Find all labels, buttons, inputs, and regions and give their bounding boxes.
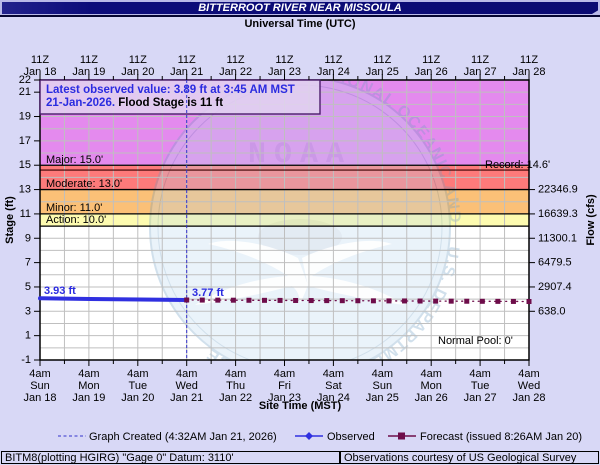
svg-text:16639.3: 16639.3 — [538, 208, 578, 220]
svg-text:11300.1: 11300.1 — [538, 232, 577, 244]
svg-text:3: 3 — [25, 305, 31, 317]
svg-text:4am: 4am — [29, 368, 50, 380]
svg-text:4am: 4am — [420, 368, 441, 380]
svg-text:4am: 4am — [78, 368, 99, 380]
svg-text:Jan 24: Jan 24 — [317, 66, 350, 78]
svg-text:Action: 10.0': Action: 10.0' — [46, 214, 106, 226]
svg-text:Jan 18: Jan 18 — [23, 66, 56, 78]
svg-text:11Z: 11Z — [80, 54, 98, 66]
svg-text:11Z: 11Z — [422, 54, 440, 66]
svg-text:11: 11 — [20, 208, 31, 220]
svg-text:Jan 26: Jan 26 — [415, 392, 448, 404]
svg-text:3.93 ft: 3.93 ft — [44, 285, 76, 297]
svg-text:4am: 4am — [469, 368, 490, 380]
svg-text:Jan 19: Jan 19 — [72, 392, 105, 404]
svg-text:Jan 27: Jan 27 — [464, 392, 497, 404]
svg-text:3.77 ft: 3.77 ft — [192, 287, 224, 299]
svg-text:5: 5 — [25, 281, 31, 293]
svg-text:4am: 4am — [518, 368, 539, 380]
svg-text:1: 1 — [25, 330, 31, 342]
svg-text:11Z: 11Z — [324, 54, 342, 66]
svg-text:Sun: Sun — [373, 380, 393, 392]
svg-text:7: 7 — [25, 257, 31, 269]
svg-text:Sat: Sat — [325, 380, 342, 392]
svg-text:22346.9: 22346.9 — [538, 184, 578, 196]
svg-text:4am: 4am — [323, 368, 344, 380]
svg-text:21-Jan-2026. Flood Stage is 11: 21-Jan-2026. Flood Stage is 11 ft — [46, 97, 223, 109]
svg-text:Jan 19: Jan 19 — [72, 66, 105, 78]
svg-text:Jan 28: Jan 28 — [512, 392, 545, 404]
svg-text:11Z: 11Z — [31, 54, 49, 66]
svg-text:Thu: Thu — [226, 380, 245, 392]
svg-text:Jan 25: Jan 25 — [366, 66, 399, 78]
svg-text:11Z: 11Z — [520, 54, 538, 66]
svg-text:Major: 15.0': Major: 15.0' — [46, 154, 103, 166]
svg-text:Sun: Sun — [30, 380, 50, 392]
svg-text:11Z: 11Z — [129, 54, 147, 66]
svg-text:Jan 22: Jan 22 — [219, 392, 252, 404]
svg-text:11Z: 11Z — [275, 54, 293, 66]
svg-text:Jan 21: Jan 21 — [170, 66, 203, 78]
svg-text:Jan 27: Jan 27 — [464, 66, 497, 78]
svg-text:Moderate: 13.0': Moderate: 13.0' — [46, 178, 122, 190]
svg-text:Wed: Wed — [175, 380, 197, 392]
svg-text:Jan 25: Jan 25 — [366, 392, 399, 404]
svg-text:NOAA: NOAA — [248, 138, 352, 172]
svg-text:Wed: Wed — [518, 380, 540, 392]
svg-text:Jan 21: Jan 21 — [170, 392, 203, 404]
svg-text:Jan 20: Jan 20 — [121, 66, 154, 78]
svg-text:Tue: Tue — [129, 380, 148, 392]
svg-text:Jan 26: Jan 26 — [415, 66, 448, 78]
svg-text:4am: 4am — [176, 368, 197, 380]
svg-text:Mon: Mon — [420, 380, 441, 392]
svg-text:Normal Pool: 0': Normal Pool: 0' — [438, 335, 513, 347]
svg-text:11Z: 11Z — [178, 54, 196, 66]
svg-text:4am: 4am — [274, 368, 295, 380]
svg-text:17: 17 — [19, 135, 31, 147]
svg-text:Jan 18: Jan 18 — [23, 392, 56, 404]
svg-text:21: 21 — [19, 86, 31, 98]
svg-text:15: 15 — [19, 159, 31, 171]
svg-text:Tue: Tue — [471, 380, 490, 392]
svg-text:4am: 4am — [225, 368, 246, 380]
svg-text:6479.5: 6479.5 — [538, 257, 572, 269]
svg-text:Jan 24: Jan 24 — [317, 392, 350, 404]
svg-text:Record: 14.6': Record: 14.6' — [485, 159, 550, 171]
svg-text:4am: 4am — [372, 368, 393, 380]
svg-text:638.0: 638.0 — [538, 305, 566, 317]
svg-text:-1: -1 — [21, 354, 31, 366]
svg-text:Fri: Fri — [278, 380, 291, 392]
svg-text:9: 9 — [25, 232, 31, 244]
svg-text:Latest observed value: 3.89 ft: Latest observed value: 3.89 ft at 3:45 A… — [46, 84, 295, 96]
svg-text:Jan 22: Jan 22 — [219, 66, 252, 78]
svg-text:Jan 28: Jan 28 — [512, 66, 545, 78]
svg-text:11Z: 11Z — [471, 54, 489, 66]
svg-text:Minor: 11.0': Minor: 11.0' — [46, 202, 102, 214]
svg-text:11Z: 11Z — [373, 54, 391, 66]
svg-text:Jan 20: Jan 20 — [121, 392, 154, 404]
svg-text:13: 13 — [19, 184, 31, 196]
svg-text:Jan 23: Jan 23 — [268, 392, 301, 404]
svg-text:4am: 4am — [127, 368, 148, 380]
svg-text:Jan 23: Jan 23 — [268, 66, 301, 78]
svg-text:2907.4: 2907.4 — [538, 281, 572, 293]
svg-text:Mon: Mon — [78, 380, 99, 392]
svg-text:19: 19 — [19, 111, 31, 123]
svg-text:11Z: 11Z — [227, 54, 245, 66]
